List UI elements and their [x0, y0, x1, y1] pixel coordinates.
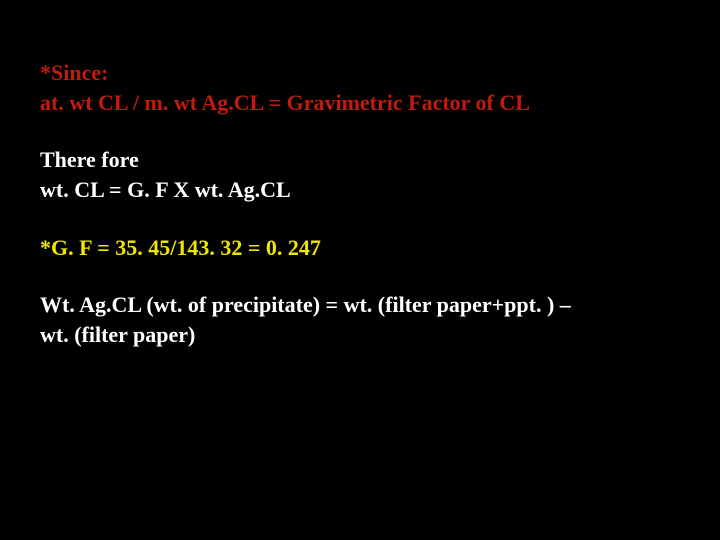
text-block-2: There fore wt. CL = G. F X wt. Ag.CL — [40, 145, 680, 204]
text-line: Wt. Ag.CL (wt. of precipitate) = wt. (fi… — [40, 290, 680, 320]
slide: *Since: at. wt CL / m. wt Ag.CL = Gravim… — [0, 0, 720, 540]
text-line: wt. (filter paper) — [40, 320, 680, 350]
text-line: at. wt CL / m. wt Ag.CL = Gravimetric Fa… — [40, 88, 680, 118]
text-line: *Since: — [40, 58, 680, 88]
text-block-3: *G. F = 35. 45/143. 32 = 0. 247 — [40, 233, 680, 263]
text-line: wt. CL = G. F X wt. Ag.CL — [40, 175, 680, 205]
text-block-1: *Since: at. wt CL / m. wt Ag.CL = Gravim… — [40, 58, 680, 117]
text-line: There fore — [40, 145, 680, 175]
text-line: *G. F = 35. 45/143. 32 = 0. 247 — [40, 233, 680, 263]
text-block-4: Wt. Ag.CL (wt. of precipitate) = wt. (fi… — [40, 290, 680, 349]
